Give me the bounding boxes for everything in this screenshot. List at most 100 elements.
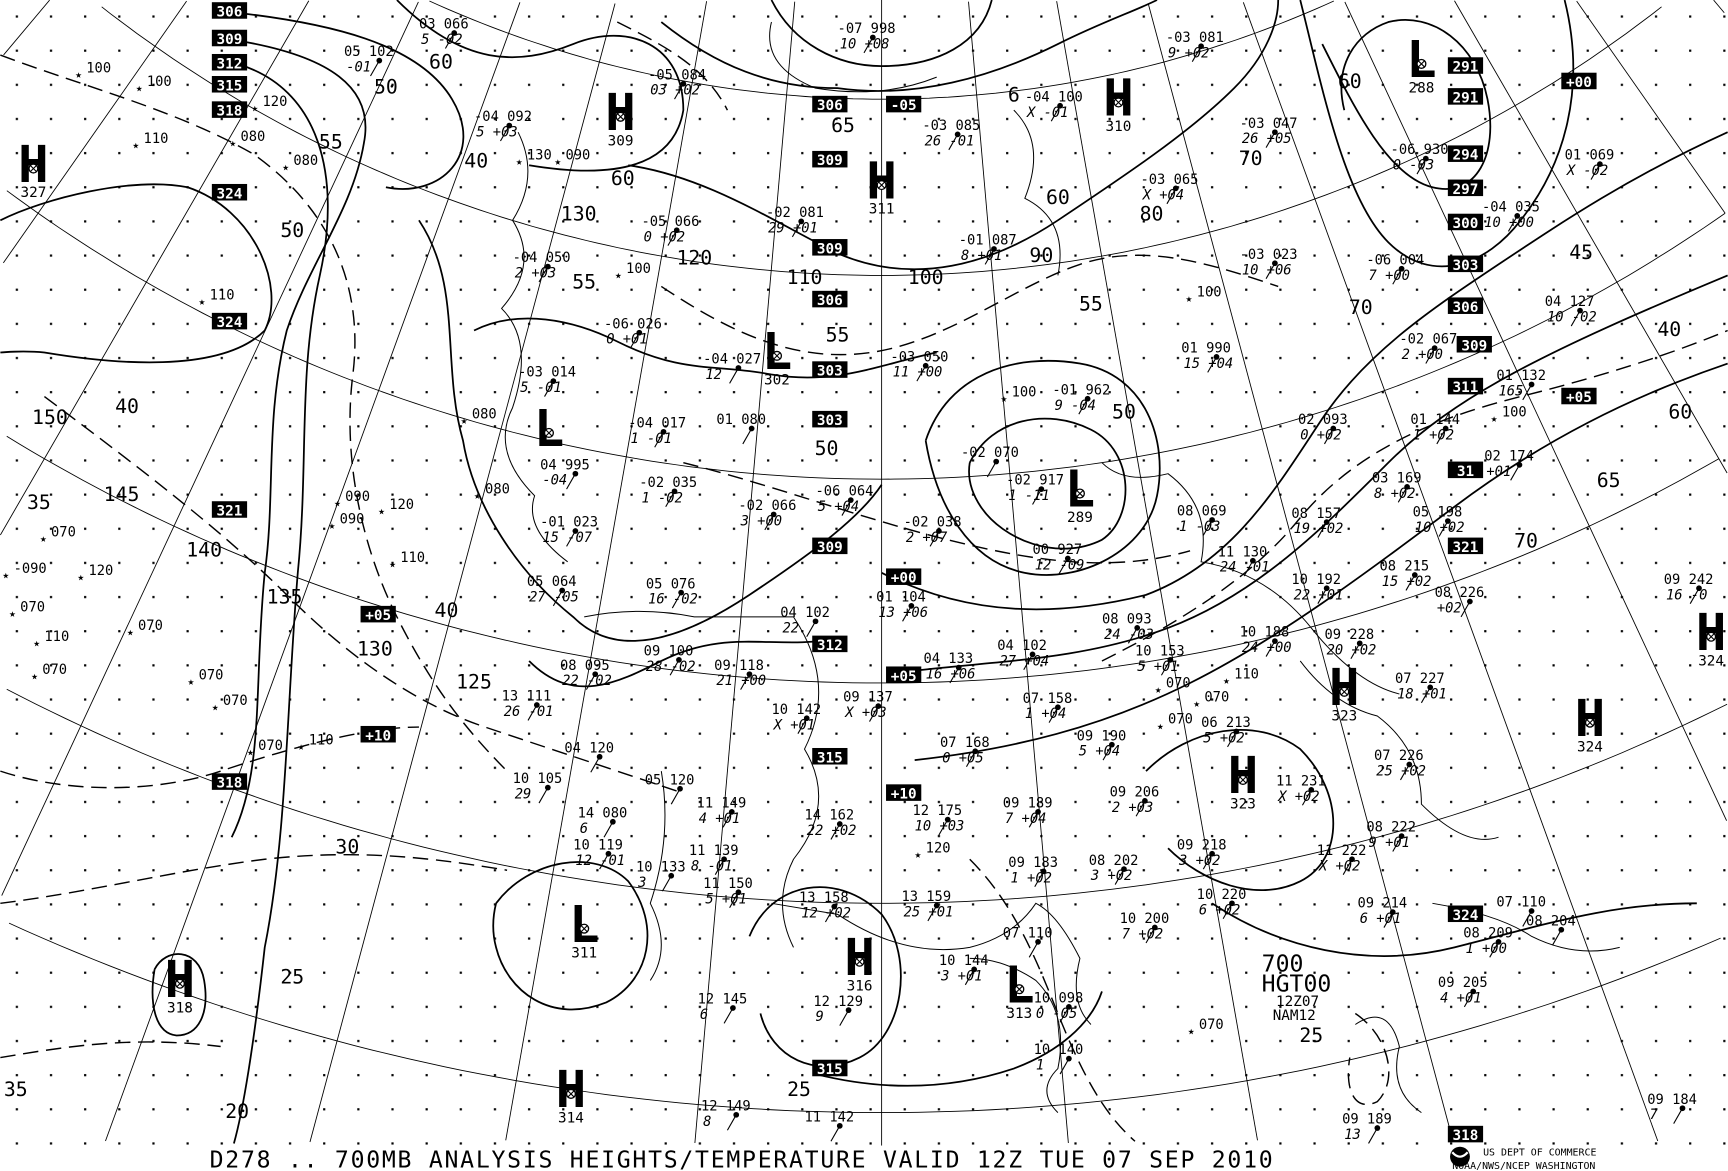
label-box — [1447, 213, 1484, 231]
wind-barb-icon — [984, 248, 995, 265]
station-dewpoint-change: 26 -01 — [925, 133, 975, 149]
wind-observation: ★ 070 — [1155, 675, 1191, 696]
station-dewpoint-change: 15 +02 — [1382, 574, 1432, 590]
boxed-label-text: 312 — [817, 638, 843, 654]
station-height-temp: 09 242 — [1664, 572, 1714, 588]
wind-barb-icon — [670, 788, 681, 805]
wind-barb-icon — [723, 1007, 734, 1024]
station-dewpoint-change: 1 +02 — [1413, 428, 1454, 444]
station-height-temp: 01 144 — [1410, 412, 1460, 428]
station-dewpoint-change: 22 — [782, 620, 799, 636]
boxed-height-label: +00 — [886, 568, 922, 587]
height-contour — [924, 360, 1161, 576]
contour-label: 130 — [357, 637, 393, 660]
station-height-temp: 09 118 — [714, 658, 764, 674]
station-dewpoint-change: 03 +02 — [650, 83, 700, 99]
wind-barb-icon — [1166, 188, 1177, 205]
wind-barb-icon — [949, 667, 960, 684]
boxed-height-label: 309 — [812, 239, 848, 257]
station-plot: 11 142 — [805, 1109, 854, 1142]
station-height-temp: 09 137 — [843, 690, 893, 706]
station-dewpoint-change: 25 +01 — [904, 905, 954, 921]
height-contour — [492, 861, 649, 1011]
center-cross-icon — [1707, 633, 1715, 641]
station-height-temp: 05 198 — [1413, 505, 1463, 521]
station-height-temp: 07 158 — [1023, 691, 1073, 707]
station-height-temp: 09 184 — [1647, 1092, 1697, 1108]
map-caption: D278 .. 700MB ANALYSIS HEIGHTS/TEMPERATU… — [210, 1148, 1273, 1171]
wind-obs-value: -090 — [14, 561, 47, 577]
boxed-height-label: 318 — [1447, 1125, 1484, 1144]
boxed-height-label: +10 — [360, 725, 396, 744]
station-star-icon: ★ — [282, 161, 289, 174]
boxed-height-label: 309 — [812, 150, 848, 169]
station-dewpoint-change: 1 -01 — [630, 431, 671, 447]
station-height-temp: 14 162 — [805, 808, 855, 824]
coastline — [649, 771, 666, 981]
boxed-label-text: 315 — [817, 750, 843, 766]
station-height-temp: -03 085 — [922, 118, 980, 134]
contour-label: 50 — [1112, 401, 1136, 424]
boxed-height-label: 315 — [812, 1059, 848, 1078]
high-pressure-center: H327 — [18, 135, 49, 201]
wind-barb-icon — [902, 605, 912, 622]
wind-observation: ★ 070 — [9, 599, 45, 620]
station-dewpoint-change: 0 -05 — [1036, 1006, 1077, 1022]
station-plot: -02 070 — [961, 445, 1019, 478]
station-dewpoint-change: 1 +04 — [1025, 706, 1066, 722]
wind-observation: ★ 090 — [329, 511, 365, 532]
wind-obs-value: 110 — [309, 733, 334, 749]
station-plot: 07 110 — [1003, 925, 1052, 958]
label-box — [886, 568, 922, 585]
wind-obs-value: 120 — [263, 94, 288, 110]
wind-observation: ★ 070 — [1193, 690, 1229, 711]
latitude-circle — [8, 922, 1721, 1114]
label-box — [1447, 537, 1484, 555]
station-star-icon: ★ — [329, 519, 336, 532]
wind-barb-icon — [1425, 347, 1436, 364]
station-dewpoint-change: 8 +01 — [961, 248, 1002, 264]
label-box — [211, 2, 248, 19]
center-value: 302 — [764, 372, 790, 388]
wind-obs-value: 110 — [1234, 667, 1259, 683]
station-dewpoint-change: 2 +03 — [1112, 800, 1153, 816]
station-height-temp: 05 120 — [645, 772, 695, 788]
wind-barb-icon — [1383, 911, 1394, 928]
boxed-label-text: 291 — [1453, 60, 1479, 76]
station-height-temp: 10 153 — [1135, 643, 1185, 659]
coastline — [969, 957, 1062, 1113]
station-dewpoint-change: 1 +02 — [1011, 870, 1052, 886]
station-height-temp: 11 149 — [697, 795, 747, 811]
station-dewpoint-change: 2 +07 — [906, 530, 948, 546]
height-contour — [0, 183, 273, 364]
wind-barb-icon — [1392, 835, 1403, 852]
contour-label: 35 — [4, 1078, 28, 1101]
boxed-height-label: 324 — [211, 183, 248, 202]
station-height-temp: 01 104 — [876, 589, 926, 605]
station-height-temp: 07 168 — [940, 735, 990, 751]
center-value: 324 — [1577, 739, 1603, 755]
meridian-line — [694, 1, 796, 1144]
wind-observation: ★ -090 — [3, 561, 47, 582]
station-height-temp: 07 227 — [1395, 671, 1445, 687]
coastline — [500, 131, 568, 563]
station-dewpoint-change: 12 +02 — [801, 906, 851, 922]
